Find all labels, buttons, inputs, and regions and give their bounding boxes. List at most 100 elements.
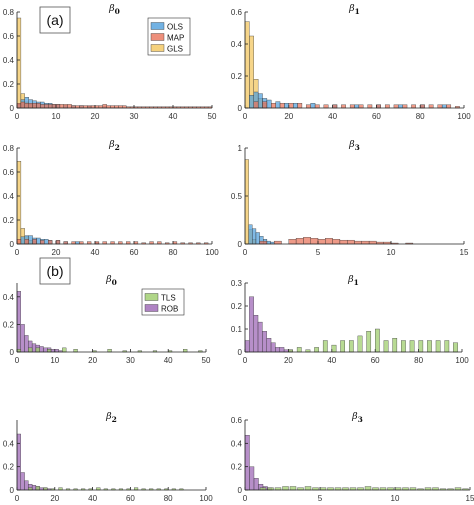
bar-ols	[398, 104, 403, 109]
bar-tls	[383, 340, 389, 353]
series-rob	[244, 434, 273, 491]
panel-label-b: (b)	[39, 257, 71, 285]
bar-rob	[266, 338, 272, 353]
x-tick-label: 80	[164, 494, 173, 503]
y-tick-label: 0.6	[3, 168, 15, 177]
bar-map	[332, 104, 338, 109]
panel-title: β2	[108, 139, 120, 152]
bar-map	[271, 103, 276, 109]
legend-label-map: MAP	[167, 34, 184, 43]
bar-ols	[284, 103, 289, 109]
bar-tls	[453, 342, 458, 353]
histogram-panel-b-5: 0 20 40 60 80 100 0 0.1 0.2 0.3 β1	[231, 274, 469, 365]
bar-gls	[244, 21, 250, 109]
panel-label-b-box	[39, 257, 71, 285]
series-map	[259, 237, 414, 245]
bar-rob	[275, 347, 280, 353]
bar-map	[259, 240, 268, 245]
bar-tls	[183, 349, 188, 353]
x-tick-label: 20	[50, 494, 59, 503]
x-tick-label: 20	[91, 112, 100, 121]
bar-rob	[39, 346, 44, 353]
panel-title: β1	[347, 274, 359, 287]
bar-map	[339, 239, 348, 245]
x-tick-label: 0	[243, 494, 248, 503]
y-tick-label: 0	[10, 348, 15, 357]
bar-ols	[44, 239, 49, 245]
histogram-panel-b-7: 0 5 10 15 0 0.2 0.4 0.6 β3	[231, 411, 474, 503]
y-tick-label: 0	[238, 486, 243, 495]
x-tick-label: 100	[457, 112, 471, 121]
bar-tls	[340, 340, 345, 353]
y-tick-label: 0.4	[3, 192, 15, 201]
bar-map	[314, 104, 320, 109]
bar-ols	[275, 101, 281, 109]
y-tick-label: 0.6	[231, 8, 243, 17]
series-rob	[16, 291, 63, 353]
bar-rob	[249, 466, 255, 491]
bar-rob	[31, 343, 37, 353]
panel-label-a-box	[39, 6, 71, 34]
panel-title: β1	[348, 3, 360, 16]
panel-title-symbol: β	[105, 411, 112, 422]
x-tick-label: 80	[416, 112, 425, 121]
bar-map	[253, 101, 259, 109]
histogram-panel-b-6: 0 20 40 60 80 100 0 0.2 0.4 β2	[3, 411, 213, 503]
y-tick-label: 0.8	[3, 8, 15, 17]
panel-title-subscript: 3	[358, 415, 363, 424]
x-tick-label: 40	[327, 356, 336, 365]
bar-map	[102, 104, 107, 109]
bar-map	[295, 238, 304, 245]
y-tick-label: 0.3	[231, 279, 243, 288]
y-tick-label: 0.4	[231, 40, 243, 49]
bar-rob	[270, 342, 276, 353]
x-tick-label: 10	[52, 112, 61, 121]
bar-gls	[16, 161, 22, 245]
bar-map	[48, 104, 53, 109]
bar-tls	[47, 349, 52, 353]
bar-tls	[427, 340, 432, 353]
x-tick-label: 100	[199, 494, 213, 503]
bar-tls	[35, 486, 40, 491]
histogram-panel-a-2: 0 20 40 60 80 100 0 0.2 0.4 0.6 0.8 β2	[3, 139, 219, 257]
bar-rob	[244, 340, 250, 353]
bar-map	[325, 238, 333, 245]
bar-tls	[392, 338, 398, 353]
bar-map	[67, 104, 72, 109]
bar-rob	[16, 291, 21, 353]
bar-tls	[418, 340, 424, 353]
bar-rob	[31, 485, 37, 491]
bar-map	[402, 104, 408, 109]
bar-rob	[54, 349, 59, 353]
panel-title-subscript: 2	[112, 415, 117, 424]
bar-ols	[257, 93, 263, 109]
bar-map	[411, 104, 416, 109]
bar-map	[393, 104, 399, 109]
panel-title-symbol: β	[351, 411, 358, 422]
series-tls	[288, 328, 458, 353]
bar-tls	[322, 340, 328, 353]
bar-map	[48, 240, 53, 245]
panel-label-b-text: (b)	[46, 263, 63, 279]
x-tick-label: 5	[316, 248, 321, 257]
bar-tls	[296, 347, 302, 353]
bar-map	[354, 240, 362, 245]
y-tick-label: 0.6	[3, 32, 15, 41]
bar-ols	[20, 236, 25, 245]
bar-map	[349, 104, 355, 109]
bar-tls	[304, 486, 312, 491]
bar-ols	[354, 104, 360, 109]
bar-map	[420, 104, 425, 109]
x-tick-label: 50	[208, 112, 217, 121]
bar-ols	[28, 235, 33, 245]
y-tick-label: 0.4	[3, 56, 15, 65]
y-tick-label: 0	[10, 104, 15, 113]
bar-tls	[409, 340, 415, 353]
y-tick-label: 0.4	[3, 293, 15, 302]
y-tick-label: 0.2	[231, 302, 243, 311]
bar-map	[384, 104, 390, 109]
histogram-panel-a-3: 0 5 10 15 0 0.5 1 β3	[231, 139, 469, 257]
